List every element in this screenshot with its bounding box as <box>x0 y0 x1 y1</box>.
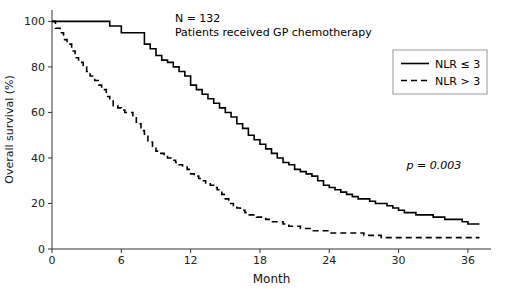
x-tick <box>259 249 260 253</box>
chart: 0 6 12 18 24 30 36 0 20 40 60 80 100 Month Overall sur… <box>0 0 505 289</box>
legend-box <box>393 50 487 94</box>
x-axis-label: Month <box>253 272 291 286</box>
x-tick-label: 36 <box>461 254 475 267</box>
y-tick-label: 80 <box>31 61 45 74</box>
y-tick <box>48 203 52 204</box>
x-tick <box>467 249 468 253</box>
y-tick-label: 40 <box>31 152 45 165</box>
legend-label: NLR > 3 <box>435 75 480 88</box>
y-axis-label: Overall survival (%) <box>3 75 16 183</box>
x-tick-label: 30 <box>392 254 406 267</box>
y-tick-label: 0 <box>38 243 45 256</box>
y-axis-line <box>52 10 53 249</box>
annotation: Patients received GP chemotherapy <box>175 26 372 39</box>
x-tick-label: 18 <box>253 254 267 267</box>
y-tick <box>48 21 52 22</box>
y-tick-label: 20 <box>31 197 45 210</box>
x-tick-label: 6 <box>118 254 125 267</box>
y-tick <box>48 249 52 250</box>
axes: 0 6 12 18 24 30 36 0 20 40 60 80 100 <box>24 10 491 267</box>
x-tick <box>329 249 330 253</box>
y-tick <box>48 112 52 113</box>
background <box>0 0 505 289</box>
annotation: N = 132 <box>175 12 220 25</box>
x-tick <box>121 249 122 253</box>
x-tick <box>398 249 399 253</box>
x-axis-line <box>52 249 491 250</box>
y-tick <box>48 66 52 67</box>
legend-label: NLR ≤ 3 <box>435 58 480 71</box>
x-tick <box>52 249 53 253</box>
x-tick-label: 24 <box>322 254 336 267</box>
legend-swatch <box>401 80 429 82</box>
legend-swatch <box>401 63 429 65</box>
x-tick-label: 0 <box>49 254 56 267</box>
p-value: p = 0.003 <box>406 159 462 172</box>
x-tick-label: 12 <box>184 254 198 267</box>
y-tick <box>48 157 52 158</box>
legend: NLR ≤ 3 NLR > 3 <box>393 50 487 94</box>
x-tick <box>190 249 191 253</box>
y-tick-label: 100 <box>24 15 45 28</box>
y-tick-label: 60 <box>31 106 45 119</box>
